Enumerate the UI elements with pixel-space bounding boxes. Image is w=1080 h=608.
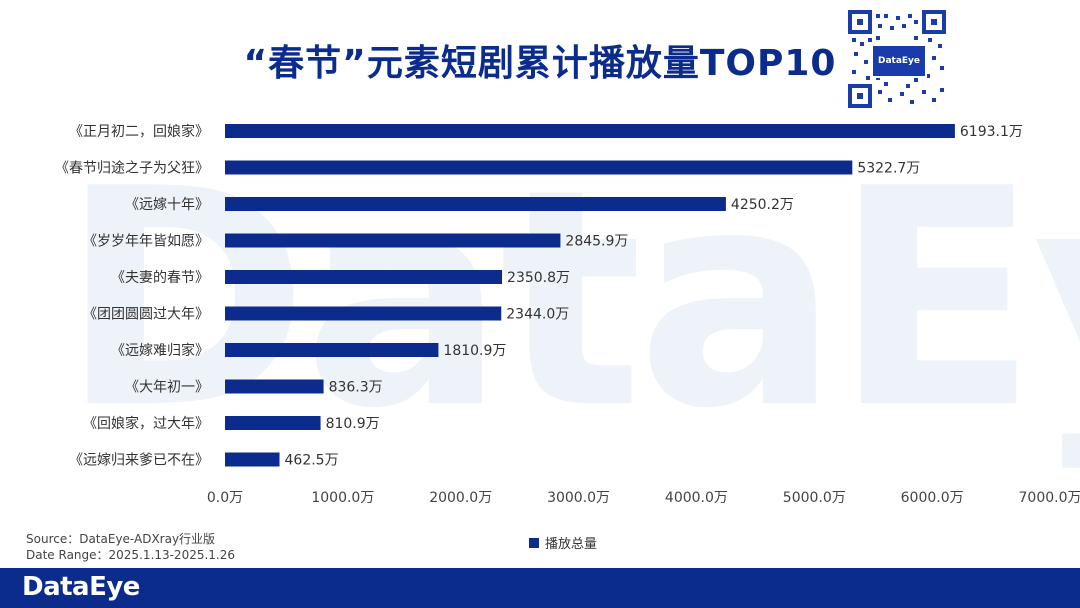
qr-logo: DataEye (871, 44, 927, 78)
data-label: 2350.8万 (507, 270, 570, 286)
category-label: 《远嫁十年》 (125, 197, 209, 213)
data-label: 836.3万 (329, 380, 383, 396)
date-range-text: Date Range：2025.1.13-2025.1.26 (26, 548, 236, 562)
category-label: 《夫妻的春节》 (111, 270, 209, 286)
x-tick-label: 1000.0万 (311, 490, 374, 506)
x-tick-label: 0.0万 (207, 490, 243, 506)
data-label: 2344.0万 (506, 307, 569, 323)
qr-code (848, 10, 946, 108)
bar (225, 343, 439, 357)
footer-bar: DataEye (0, 568, 1080, 608)
x-tick-label: 6000.0万 (901, 490, 964, 506)
bar (225, 270, 503, 284)
bar (225, 160, 853, 175)
source-text: Source：DataEye-ADXray行业版 (26, 532, 216, 546)
x-tick-label: 4000.0万 (665, 490, 728, 506)
data-label: 5322.7万 (857, 161, 920, 177)
bar (225, 197, 726, 211)
category-label: 《远嫁难归家》 (111, 342, 209, 359)
source-note: Source：DataEye-ADXray行业版 Date Range：2025… (26, 531, 235, 563)
data-label: 6193.1万 (960, 124, 1023, 140)
category-label: 《春节归途之子为父狂》 (55, 160, 209, 177)
data-label: 2845.9万 (565, 234, 628, 250)
legend-swatch (529, 537, 539, 548)
bar (225, 124, 955, 138)
bar (225, 379, 324, 394)
bar (225, 416, 321, 430)
category-label: 《正月初二，回娘家》 (69, 123, 209, 140)
page-title: “春节”元素短剧累计播放量TOP10 (243, 43, 837, 84)
data-label: 1810.9万 (443, 343, 506, 359)
bar-chart: 《正月初二，回娘家》 6193.1万《春节归途之子为父狂》 5322.7万《远嫁十年… (55, 123, 1080, 506)
data-label: 462.5万 (285, 453, 339, 469)
chart-legend: 播放总量 (529, 533, 597, 552)
footer-brand-logo: DataEye (22, 572, 140, 602)
data-label: 4250.2万 (731, 197, 794, 213)
legend-label: 播放总量 (545, 537, 598, 552)
category-label: 《岁岁年年皆如愿》 (83, 234, 209, 250)
category-label: 《远嫁归来爹已不在》 (69, 452, 209, 469)
x-tick-label: 7000.0万 (1019, 490, 1080, 506)
x-tick-label: 2000.0万 (429, 490, 492, 506)
bar (225, 306, 502, 321)
bar (225, 452, 280, 467)
category-label: 《大年初一》 (125, 379, 209, 396)
data-label: 810.9万 (326, 416, 380, 432)
x-tick-label: 5000.0万 (783, 490, 846, 506)
category-label: 《团团圆圆过大年》 (83, 307, 209, 323)
x-tick-label: 3000.0万 (547, 490, 610, 506)
category-label: 《回娘家，过大年》 (83, 415, 209, 432)
bar (225, 233, 561, 248)
